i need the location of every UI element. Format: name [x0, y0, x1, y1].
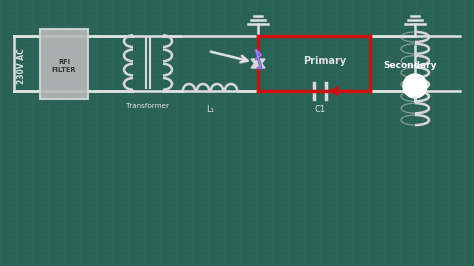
Text: 230V AC: 230V AC [18, 48, 27, 84]
Text: C1: C1 [314, 105, 326, 114]
Text: L₁: L₁ [206, 105, 214, 114]
Polygon shape [251, 59, 265, 68]
FancyBboxPatch shape [40, 29, 88, 99]
Circle shape [403, 74, 427, 98]
Polygon shape [251, 59, 265, 68]
Text: RFI
FILTER: RFI FILTER [52, 59, 76, 73]
Text: Secondary: Secondary [383, 61, 437, 70]
Text: Transformer: Transformer [127, 103, 170, 109]
Text: Primary: Primary [303, 56, 346, 66]
